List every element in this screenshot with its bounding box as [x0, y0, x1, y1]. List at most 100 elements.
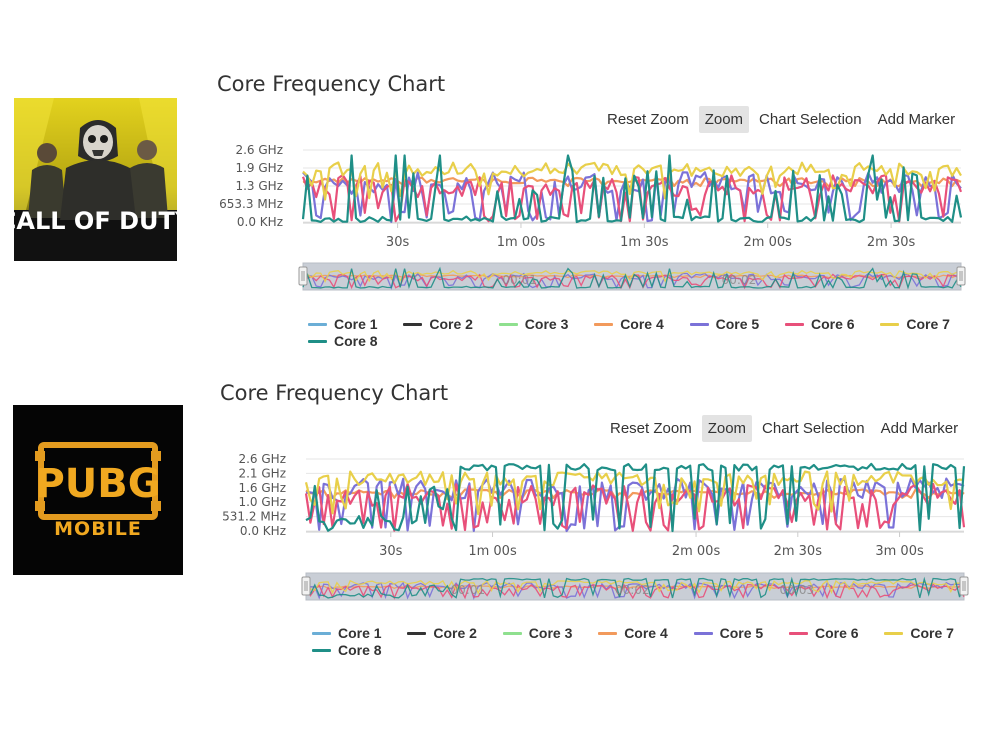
- navigator-right-handle[interactable]: [959, 576, 969, 596]
- navigator-label: 00:02: [722, 273, 757, 287]
- navigator[interactable]: 00:01 00:02 00:03: [301, 572, 969, 601]
- navigator[interactable]: 00:01 00:02: [298, 262, 966, 291]
- legend-item-core-4[interactable]: Core 4: [598, 625, 668, 641]
- legend-label: Core 3: [524, 316, 569, 332]
- legend-label: Core 4: [624, 625, 668, 641]
- navigator-line-core-6: [305, 582, 965, 600]
- legend-item-core-7[interactable]: Core 7: [884, 625, 954, 641]
- legend-item-core-6[interactable]: Core 6: [789, 625, 859, 641]
- legend-item-core-5[interactable]: Core 5: [689, 316, 760, 332]
- series-line-core-6[interactable]: [304, 482, 966, 532]
- add-marker-button[interactable]: Add Marker: [877, 110, 956, 128]
- x-tick-label: 1m 00s: [468, 544, 517, 559]
- navigator-line-core-7: [305, 579, 965, 595]
- legend-item-core-1[interactable]: Core 1: [312, 625, 382, 641]
- y-tick-label: 531.2 MHz: [222, 510, 286, 524]
- navigator-right-handle[interactable]: [956, 266, 966, 286]
- series-lines: [301, 154, 963, 224]
- add-marker-button[interactable]: Add Marker: [880, 419, 959, 437]
- x-tick-label: 3m 00s: [875, 544, 924, 559]
- legend-swatch: [789, 631, 808, 635]
- reset-zoom-button[interactable]: Reset Zoom: [610, 419, 692, 437]
- chart-toolbar: Reset Zoom Zoom Chart Selection Add Mark…: [597, 104, 961, 134]
- legend-swatch: [312, 631, 331, 635]
- y-tick-label: 0.0 KHz: [240, 524, 286, 538]
- legend-item-core-8[interactable]: Core 8: [312, 642, 382, 658]
- x-tick-label: 30s: [386, 235, 410, 250]
- legend-item-core-6[interactable]: Core 6: [785, 316, 855, 332]
- reset-zoom-button[interactable]: Reset Zoom: [607, 110, 689, 128]
- y-tick-label: 1.6 GHz: [238, 481, 286, 495]
- legend-label: Core 6: [815, 625, 859, 641]
- pubg-mobile-logo-text: MOBILE: [54, 518, 142, 540]
- navigator-label: 00:03: [780, 583, 815, 597]
- y-tick-label: 1.0 GHz: [238, 495, 286, 509]
- legend-item-core-1[interactable]: Core 1: [308, 316, 378, 332]
- navigator-left-handle[interactable]: [298, 266, 308, 286]
- pubg-mobile-logo-image: PUBG MOBILE: [13, 405, 183, 575]
- legend-label: Core 8: [334, 333, 378, 349]
- legend-label: Core 6: [811, 316, 855, 332]
- zoom-button[interactable]: Zoom: [698, 105, 750, 133]
- navigator-left-handle[interactable]: [301, 576, 311, 596]
- legend-item-core-5[interactable]: Core 5: [693, 625, 764, 641]
- series-line-core-4[interactable]: [305, 488, 965, 499]
- core-frequency-plot[interactable]: 2.6 GHz 1.9 GHz 1.3 GHz 653.3 MHz 0.0 KHz 30s…: [0, 0, 990, 371]
- x-tick-label: 2m 00s: [744, 235, 793, 250]
- series-line-core-8[interactable]: [305, 462, 966, 533]
- chart-title: Core Frequency Chart: [220, 381, 449, 405]
- legend-label: Core 7: [906, 316, 950, 332]
- y-tick-label: 1.9 GHz: [235, 161, 283, 175]
- x-axis: 30s 1m 00s 1m 30s 2m 00s 2m 30s: [386, 223, 916, 250]
- x-tick-label: 1m 30s: [620, 235, 669, 250]
- call-of-duty-logo-image: CALL OF DUTY: [14, 98, 177, 261]
- legend-item-core-7[interactable]: Core 7: [880, 316, 950, 332]
- chart-selection-button[interactable]: Chart Selection: [762, 419, 865, 437]
- legend-item-core-8[interactable]: Core 8: [308, 333, 378, 349]
- legend-swatch: [884, 631, 904, 635]
- legend-swatch: [594, 322, 614, 326]
- legend-label: Core 5: [715, 316, 760, 332]
- legend-item-core-4[interactable]: Core 4: [594, 316, 664, 332]
- navigator-line-core-8: [305, 576, 965, 599]
- legend-label: Core 1: [338, 625, 382, 641]
- legend-swatch: [880, 322, 900, 326]
- y-tick-label: 1.3 GHz: [235, 179, 283, 193]
- navigator-label: 00:01: [451, 583, 486, 597]
- x-axis: 30s 1m 00s 2m 00s 2m 30s 3m 00s: [379, 532, 924, 559]
- legend-swatch: [502, 631, 522, 635]
- call-of-duty-logo: CALL OF DUTY: [14, 98, 177, 261]
- legend-label: Core 4: [620, 316, 664, 332]
- zoom-button[interactable]: Zoom: [701, 414, 753, 442]
- legend-item-core-3[interactable]: Core 3: [498, 316, 569, 332]
- legend-label: Core 3: [528, 625, 573, 641]
- legend-swatch: [598, 631, 618, 635]
- navigator-line-core-8: [302, 266, 962, 290]
- navigator-line-core-4: [305, 585, 965, 590]
- legend-item-core-3[interactable]: Core 3: [502, 625, 573, 641]
- series-line-core-5[interactable]: [305, 477, 965, 533]
- series-line-core-8[interactable]: [301, 154, 963, 224]
- legend-label: Core 2: [433, 625, 477, 641]
- legend-swatch: [407, 631, 427, 635]
- call-of-duty-logo-text: CALL OF DUTY: [14, 207, 177, 235]
- legend-item-core-2[interactable]: Core 2: [403, 316, 473, 332]
- series-line-core-7[interactable]: [304, 470, 965, 516]
- chart-toolbar: Reset Zoom Zoom Chart Selection Add Mark…: [600, 413, 964, 443]
- y-tick-label: 2.1 GHz: [238, 466, 286, 480]
- legend-swatch: [689, 322, 709, 326]
- legend-label: Core 5: [719, 625, 764, 641]
- pubg-logo-text: PUBG: [35, 461, 160, 507]
- legend-label: Core 8: [338, 642, 382, 658]
- legend-item-core-2[interactable]: Core 2: [407, 625, 477, 641]
- navigator-line-core-7: [302, 269, 962, 283]
- y-tick-label: 2.6 GHz: [235, 143, 283, 157]
- legend-label: Core 2: [429, 316, 473, 332]
- chart-selection-button[interactable]: Chart Selection: [759, 110, 862, 128]
- legend-swatch: [312, 648, 331, 652]
- legend-swatch: [403, 322, 423, 326]
- x-tick-label: 2m 00s: [672, 544, 721, 559]
- navigator-label: 00:01: [502, 273, 537, 287]
- x-tick-label: 2m 30s: [774, 544, 823, 559]
